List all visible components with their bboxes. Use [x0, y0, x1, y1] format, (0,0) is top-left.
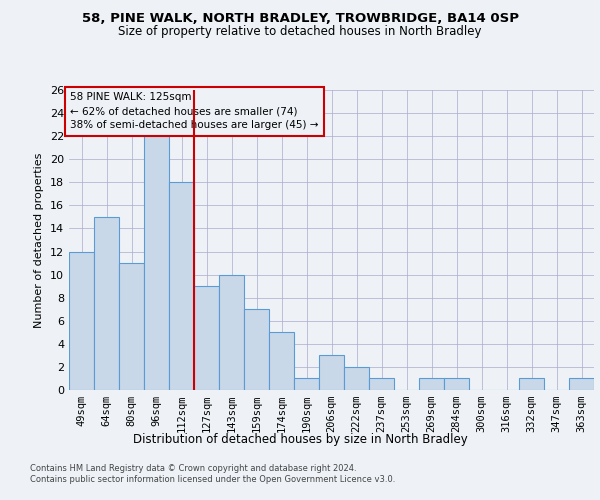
- Bar: [219, 274, 244, 390]
- Bar: [269, 332, 294, 390]
- Bar: [344, 367, 369, 390]
- Bar: [69, 252, 94, 390]
- Bar: [144, 136, 169, 390]
- Bar: [419, 378, 444, 390]
- Text: Contains public sector information licensed under the Open Government Licence v3: Contains public sector information licen…: [30, 475, 395, 484]
- Bar: [169, 182, 194, 390]
- Bar: [444, 378, 469, 390]
- Bar: [244, 309, 269, 390]
- Text: Size of property relative to detached houses in North Bradley: Size of property relative to detached ho…: [118, 25, 482, 38]
- Y-axis label: Number of detached properties: Number of detached properties: [34, 152, 44, 328]
- Text: Contains HM Land Registry data © Crown copyright and database right 2024.: Contains HM Land Registry data © Crown c…: [30, 464, 356, 473]
- Bar: [119, 263, 144, 390]
- Bar: [294, 378, 319, 390]
- Bar: [569, 378, 594, 390]
- Bar: [369, 378, 394, 390]
- Bar: [94, 217, 119, 390]
- Bar: [519, 378, 544, 390]
- Bar: [194, 286, 219, 390]
- Text: Distribution of detached houses by size in North Bradley: Distribution of detached houses by size …: [133, 432, 467, 446]
- Text: 58, PINE WALK, NORTH BRADLEY, TROWBRIDGE, BA14 0SP: 58, PINE WALK, NORTH BRADLEY, TROWBRIDGE…: [82, 12, 518, 26]
- Bar: [319, 356, 344, 390]
- Text: 58 PINE WALK: 125sqm
← 62% of detached houses are smaller (74)
38% of semi-detac: 58 PINE WALK: 125sqm ← 62% of detached h…: [70, 92, 319, 130]
